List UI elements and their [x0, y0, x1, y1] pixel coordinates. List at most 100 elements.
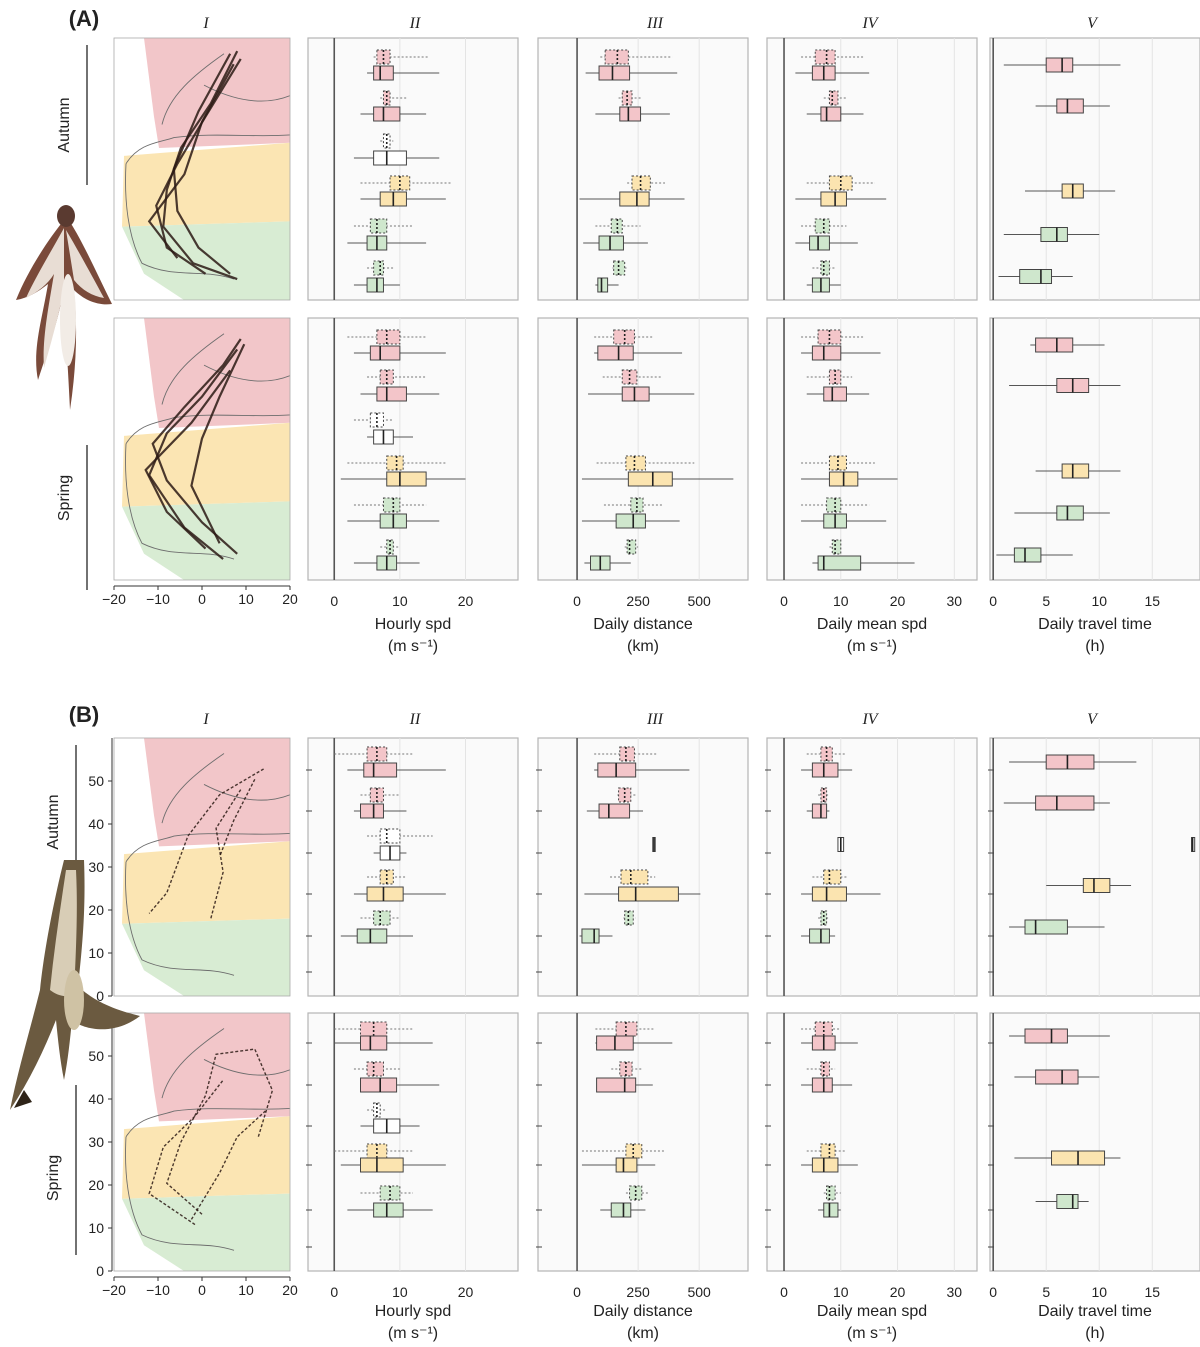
box — [811, 1077, 833, 1093]
column-label: III — [646, 711, 664, 728]
map-y-tick-label: 40 — [88, 816, 104, 832]
x-tick-label: 10 — [392, 1284, 408, 1300]
box-dashed — [828, 455, 847, 471]
box — [366, 886, 404, 902]
season-label: Spring — [45, 1155, 62, 1201]
box-dashed — [629, 1185, 643, 1201]
box-dashed — [624, 910, 634, 926]
season-label: Autumn — [56, 97, 73, 152]
box-dashed — [826, 497, 842, 513]
box-dashed — [823, 869, 842, 885]
map-y-tick-label: 10 — [88, 1220, 104, 1236]
map-x-tick-label: 0 — [198, 591, 206, 607]
box-panel — [766, 1012, 978, 1272]
map-x-tick-label: 20 — [282, 591, 298, 607]
panel-letter: (A) — [69, 6, 100, 31]
box — [615, 1157, 638, 1173]
map-zone-europe — [144, 1013, 290, 1122]
box — [598, 235, 624, 251]
box-panel — [307, 317, 519, 581]
box-dashed — [382, 497, 401, 513]
box — [1035, 337, 1074, 353]
map-zone-sahara — [122, 422, 290, 507]
box-dashed — [369, 787, 384, 803]
map-y-tick-label: 0 — [96, 988, 104, 1004]
box-dashed — [820, 910, 828, 926]
map-y-tick-label: 20 — [88, 902, 104, 918]
box-panel — [307, 1012, 519, 1272]
x-tick-label: 500 — [687, 593, 711, 609]
map-x-tick-label: −20 — [102, 1282, 126, 1298]
season-label: Spring — [56, 475, 73, 521]
box — [1035, 1069, 1079, 1085]
box — [811, 345, 842, 361]
box-dashed — [820, 1061, 830, 1077]
map-frame — [113, 737, 291, 997]
map-panel — [114, 38, 290, 300]
map-x-tick-label: −10 — [146, 1282, 170, 1298]
x-tick-label: 0 — [780, 1284, 788, 1300]
migration-track — [148, 1079, 224, 1226]
harrier-illustration — [10, 860, 140, 1110]
box-dashed — [814, 218, 830, 234]
x-tick-label: 0 — [780, 593, 788, 609]
x-tick-label: 10 — [392, 593, 408, 609]
x-tick-label: 15 — [1144, 1284, 1160, 1300]
box — [817, 555, 862, 571]
box — [1035, 795, 1095, 811]
map-x-tick-label: 0 — [198, 1282, 206, 1298]
box-dashed — [820, 787, 828, 803]
box-dashed — [389, 175, 411, 191]
map-zone-sahel — [122, 1193, 290, 1271]
box — [1013, 547, 1042, 563]
box — [598, 803, 631, 819]
box — [809, 235, 830, 251]
box — [369, 345, 401, 361]
map-frame — [113, 37, 291, 301]
box — [1024, 1028, 1068, 1044]
migration-track — [147, 348, 239, 560]
column-label: II — [409, 15, 421, 32]
box — [366, 277, 384, 293]
x-tick-label: 0 — [573, 593, 581, 609]
x-tick-label: 20 — [890, 1284, 906, 1300]
box — [597, 345, 634, 361]
box-dashed — [620, 869, 649, 885]
box — [820, 106, 842, 122]
x-tick-label: 10 — [833, 593, 849, 609]
box-panel — [307, 37, 519, 301]
box-dashed — [386, 455, 404, 471]
box-dashed — [386, 539, 394, 555]
box-dashed — [379, 869, 394, 885]
x-tick-label: 500 — [687, 1284, 711, 1300]
map-coastline — [125, 53, 290, 280]
box — [618, 886, 679, 902]
box-dashed — [626, 539, 637, 555]
box — [610, 1202, 632, 1218]
x-axis-unit: (m s⁻¹) — [847, 1325, 897, 1342]
box — [1056, 1194, 1079, 1209]
map-layer — [113, 37, 291, 1272]
migration-track — [190, 343, 246, 544]
box-panel — [989, 37, 1200, 301]
box — [823, 386, 847, 402]
map-zone-sahara — [122, 1116, 290, 1199]
migration-track — [190, 1110, 266, 1220]
box — [356, 928, 388, 944]
migration-track — [218, 778, 256, 857]
map-zone-sahel — [122, 501, 290, 580]
box — [823, 1202, 839, 1218]
box — [619, 106, 642, 122]
x-tick-label: 0 — [989, 593, 997, 609]
box-dashed — [625, 455, 646, 471]
box — [1061, 463, 1090, 479]
box-panel — [766, 317, 978, 581]
box-panel — [537, 1012, 749, 1272]
box-mark-layer — [334, 49, 1196, 1218]
box-dashed — [373, 260, 384, 276]
box-dashed — [376, 49, 391, 65]
panel-letter: (B) — [69, 702, 100, 727]
box-dashed — [360, 1021, 388, 1037]
box — [373, 106, 401, 122]
migration-track — [162, 50, 239, 281]
